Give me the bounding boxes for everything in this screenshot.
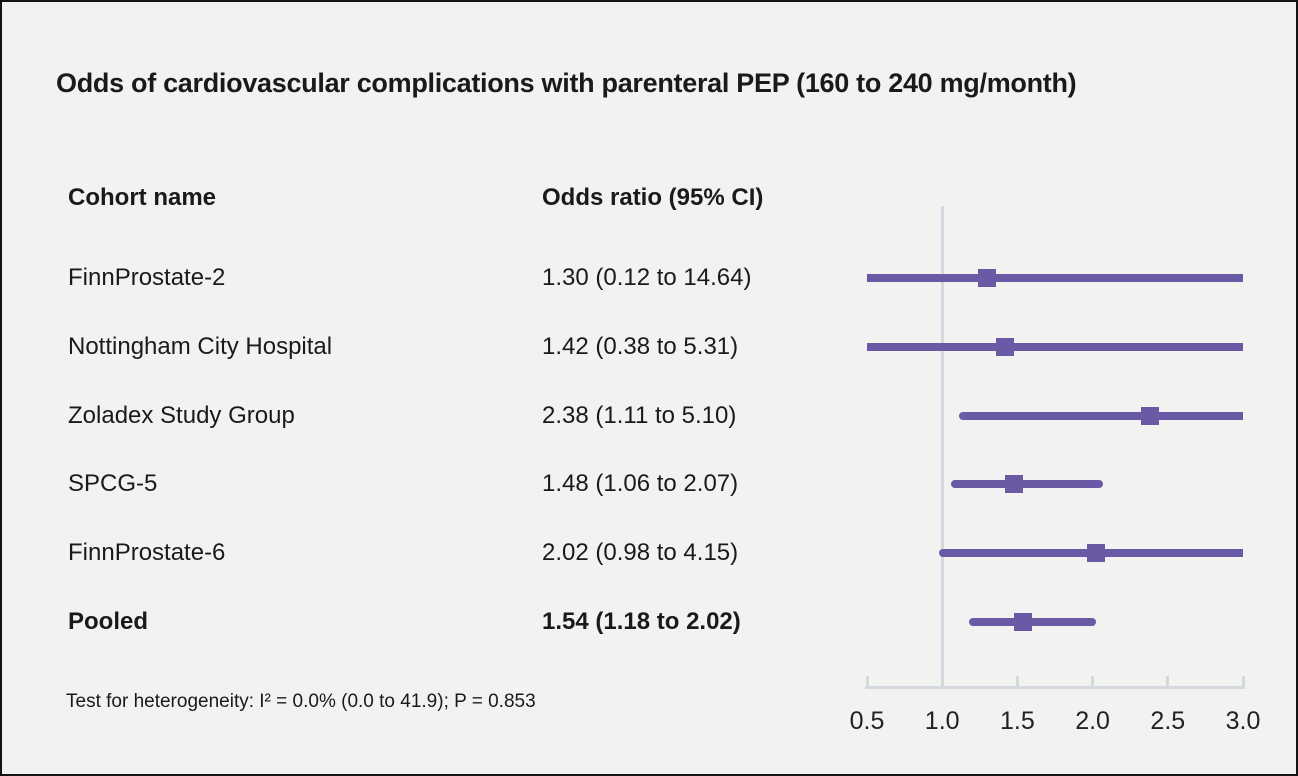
odds-ratio-marker bbox=[1005, 475, 1024, 493]
x-axis-tick-label: 3.0 bbox=[1225, 707, 1261, 735]
odds-ratio-marker bbox=[1140, 407, 1159, 425]
study-name: Zoladex Study Group bbox=[68, 402, 295, 429]
odds-ratio-marker bbox=[1014, 613, 1033, 631]
x-axis-tick bbox=[1166, 676, 1170, 686]
heterogeneity-footnote: Test for heterogeneity: I² = 0.0% (0.0 t… bbox=[66, 691, 536, 712]
x-axis-tick-label: 2.5 bbox=[1150, 707, 1186, 735]
study-estimate: 1.48 (1.06 to 2.07) bbox=[542, 470, 739, 497]
x-axis-tick bbox=[865, 676, 869, 686]
column-header-estimate: Odds ratio (95% CI) bbox=[542, 184, 764, 211]
study-estimate: 2.02 (0.98 to 4.15) bbox=[542, 539, 739, 566]
confidence-interval-line bbox=[969, 618, 1096, 626]
x-axis-tick-label: 0.5 bbox=[849, 707, 885, 735]
page-title: Odds of cardiovascular complications wit… bbox=[56, 68, 1077, 98]
study-name: Nottingham City Hospital bbox=[68, 333, 333, 360]
confidence-interval-line bbox=[867, 274, 1243, 282]
reference-line bbox=[940, 206, 944, 689]
confidence-interval-line bbox=[867, 343, 1243, 351]
x-axis-tick bbox=[1015, 676, 1019, 686]
odds-ratio-marker bbox=[978, 269, 997, 287]
study-name: SPCG-5 bbox=[68, 470, 158, 497]
study-estimate: 1.30 (0.12 to 14.64) bbox=[542, 264, 752, 291]
x-axis-tick-label: 1.5 bbox=[1000, 707, 1035, 735]
study-estimate: 2.38 (1.11 to 5.10) bbox=[542, 402, 737, 429]
odds-ratio-marker bbox=[996, 338, 1015, 356]
confidence-interval-line bbox=[958, 412, 1243, 420]
study-estimate: 1.54 (1.18 to 2.02) bbox=[542, 608, 741, 635]
confidence-interval-line bbox=[951, 480, 1104, 488]
x-axis-tick-label: 2.0 bbox=[1075, 707, 1110, 735]
x-axis-tick bbox=[1241, 676, 1245, 686]
odds-ratio-marker bbox=[1086, 544, 1105, 562]
x-axis-tick-label: 1.0 bbox=[924, 707, 960, 735]
study-name: FinnProstate-6 bbox=[68, 539, 226, 566]
x-axis-line bbox=[865, 686, 1245, 689]
column-header-cohort: Cohort name bbox=[68, 184, 217, 211]
study-name: FinnProstate-2 bbox=[68, 264, 226, 291]
study-estimate: 1.42 (0.38 to 5.31) bbox=[542, 333, 739, 360]
study-name: Pooled bbox=[68, 608, 149, 635]
x-axis-tick bbox=[1091, 676, 1095, 686]
